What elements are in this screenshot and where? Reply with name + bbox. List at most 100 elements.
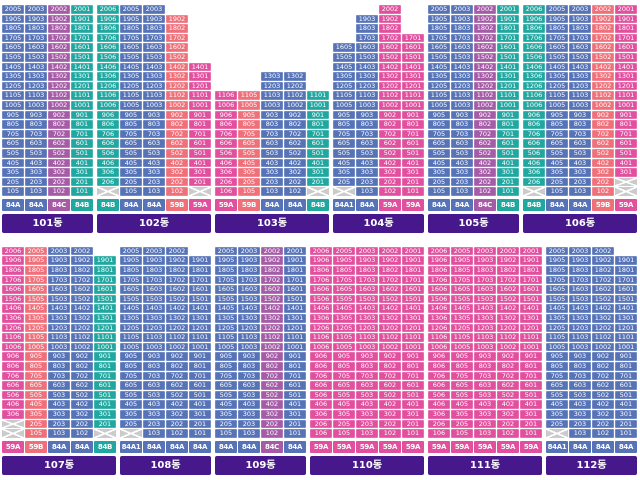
unit-cell[interactable]: 1705: [25, 275, 47, 285]
unit-cell[interactable]: 502: [379, 390, 401, 400]
unit-cell[interactable]: 1205: [120, 323, 142, 333]
unit-cell[interactable]: 405: [333, 158, 355, 168]
unit-cell[interactable]: 1902: [48, 14, 70, 24]
unit-cell[interactable]: 501: [94, 390, 116, 400]
unit-cell[interactable]: 1903: [356, 256, 378, 266]
unit-cell[interactable]: 1101: [189, 91, 211, 100]
unit-cell[interactable]: 1005: [546, 100, 568, 110]
unit-cell[interactable]: 305: [546, 168, 568, 177]
unit-cell[interactable]: 205: [333, 177, 355, 187]
unit-cell[interactable]: 805: [238, 120, 260, 129]
unit-cell[interactable]: 1202: [379, 81, 401, 91]
unit-cell[interactable]: 705: [238, 129, 260, 139]
unit-cell[interactable]: 805: [215, 362, 237, 371]
unit-cell[interactable]: 1306: [2, 314, 24, 323]
unit-cell[interactable]: 405: [451, 400, 473, 409]
unit-cell[interactable]: 1501: [520, 294, 542, 304]
unit-cell[interactable]: 1703: [474, 275, 496, 285]
unit-cell[interactable]: 1001: [189, 100, 211, 110]
unit-cell[interactable]: 1502: [48, 52, 70, 62]
unit-cell[interactable]: 1502: [379, 294, 401, 304]
unit-cell[interactable]: 802: [166, 120, 188, 129]
unit-cell[interactable]: 502: [474, 148, 496, 158]
unit-cell[interactable]: 603: [474, 381, 496, 390]
unit-cell[interactable]: 502: [166, 390, 188, 400]
unit-cell[interactable]: 1503: [143, 52, 165, 62]
unit-cell[interactable]: 401: [71, 158, 93, 168]
unit-cell[interactable]: 1605: [120, 285, 142, 294]
unit-cell[interactable]: 1206: [97, 81, 119, 91]
unit-cell[interactable]: 906: [428, 352, 450, 361]
unit-cell[interactable]: 205: [428, 177, 450, 187]
unit-cell[interactable]: 701: [189, 129, 211, 139]
unit-cell[interactable]: 205: [120, 419, 142, 429]
unit-cell[interactable]: 1402: [71, 304, 93, 314]
unit-cell[interactable]: 1303: [451, 72, 473, 81]
unit-cell[interactable]: 1905: [25, 256, 47, 266]
unit-cell[interactable]: 1205: [333, 323, 355, 333]
unit-cell[interactable]: 302: [592, 168, 614, 177]
unit-cell[interactable]: 2003: [569, 246, 591, 256]
unit-cell[interactable]: 2001: [284, 246, 306, 256]
unit-cell[interactable]: 1006: [310, 342, 332, 352]
unit-cell[interactable]: 1702: [592, 275, 614, 285]
unit-cell[interactable]: 1701: [189, 275, 211, 285]
unit-cell[interactable]: 1801: [615, 266, 637, 275]
unit-cell[interactable]: 1203: [25, 81, 47, 91]
unit-cell[interactable]: 203: [356, 419, 378, 429]
unit-cell[interactable]: 503: [451, 148, 473, 158]
unit-cell[interactable]: 1001: [189, 342, 211, 352]
unit-cell[interactable]: 1203: [474, 323, 496, 333]
unit-cell[interactable]: 801: [189, 120, 211, 129]
unit-cell[interactable]: 605: [25, 381, 47, 390]
unit-cell[interactable]: 805: [120, 120, 142, 129]
unit-cell[interactable]: 906: [97, 110, 119, 120]
unit-cell[interactable]: 2005: [120, 246, 142, 256]
unit-cell[interactable]: 902: [166, 110, 188, 120]
unit-cell[interactable]: 203: [451, 177, 473, 187]
unit-cell[interactable]: 1005: [451, 342, 473, 352]
unit-cell[interactable]: 503: [569, 390, 591, 400]
unit-cell[interactable]: 1805: [215, 266, 237, 275]
unit-cell[interactable]: 702: [261, 371, 283, 381]
unit-cell[interactable]: 1602: [592, 43, 614, 52]
unit-cell[interactable]: 1803: [356, 24, 378, 33]
unit-cell[interactable]: 301: [615, 409, 637, 419]
unit-cell[interactable]: 1205: [215, 323, 237, 333]
unit-cell[interactable]: 1905: [333, 256, 355, 266]
unit-cell[interactable]: 1703: [25, 33, 47, 43]
unit-cell[interactable]: 701: [284, 371, 306, 381]
unit-cell[interactable]: 801: [615, 120, 637, 129]
unit-cell[interactable]: 1902: [166, 14, 188, 24]
unit-cell[interactable]: 906: [310, 352, 332, 361]
unit-cell[interactable]: 102: [71, 429, 93, 438]
unit-cell[interactable]: 105: [2, 187, 24, 196]
unit-cell[interactable]: 806: [97, 120, 119, 129]
unit-cell[interactable]: 1305: [2, 72, 24, 81]
unit-cell[interactable]: 1005: [333, 342, 355, 352]
unit-cell[interactable]: 903: [474, 352, 496, 361]
unit-cell[interactable]: 303: [48, 409, 70, 419]
unit-cell[interactable]: 903: [356, 110, 378, 120]
unit-cell[interactable]: 1303: [261, 72, 283, 81]
unit-cell[interactable]: 1701: [71, 33, 93, 43]
unit-cell[interactable]: 801: [520, 362, 542, 371]
unit-cell[interactable]: 602: [379, 139, 401, 148]
unit-cell[interactable]: 602: [284, 139, 306, 148]
unit-cell[interactable]: 402: [166, 400, 188, 409]
unit-cell[interactable]: 202: [592, 177, 614, 187]
unit-cell[interactable]: 1502: [497, 294, 519, 304]
unit-cell[interactable]: 1805: [428, 24, 450, 33]
unit-cell[interactable]: 1401: [284, 304, 306, 314]
unit-cell[interactable]: 1802: [592, 24, 614, 33]
unit-cell[interactable]: 1505: [215, 294, 237, 304]
unit-cell[interactable]: 602: [592, 139, 614, 148]
unit-cell[interactable]: 903: [356, 352, 378, 361]
unit-cell[interactable]: 1401: [71, 62, 93, 72]
unit-cell[interactable]: 901: [615, 352, 637, 361]
unit-cell[interactable]: 402: [166, 158, 188, 168]
unit-cell[interactable]: 1703: [238, 275, 260, 285]
unit-cell[interactable]: 1602: [379, 285, 401, 294]
unit-cell[interactable]: 1802: [592, 266, 614, 275]
unit-cell[interactable]: 902: [474, 110, 496, 120]
